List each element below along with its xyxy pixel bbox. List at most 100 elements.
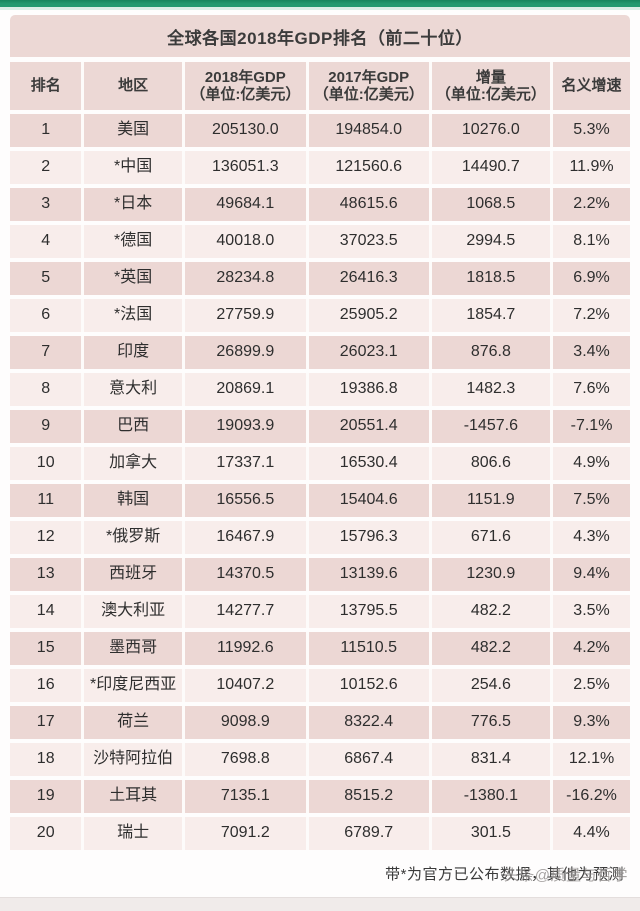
- region-cell: 荷兰: [84, 706, 185, 739]
- table-row: 6 *法国 27759.9 25905.2 1854.7 7.2%: [10, 299, 630, 332]
- delta-cell: -1457.6: [431, 410, 554, 443]
- growth-cell: 2.2%: [553, 188, 630, 221]
- delta-cell: 831.4: [431, 743, 554, 776]
- header-region-cell: 地区: [84, 62, 185, 110]
- region-cell: *英国: [84, 262, 185, 295]
- gdp2017-cell: 13139.6: [308, 558, 432, 591]
- growth-cell: 11.9%: [553, 151, 630, 184]
- table-row: 15 墨西哥 11992.6 11510.5 482.2 4.2%: [10, 632, 630, 665]
- region-cell: *法国: [84, 299, 185, 332]
- rank-cell: 16: [10, 669, 85, 702]
- gdp2017-cell: 13795.5: [308, 595, 432, 628]
- delta-cell: 10276.0: [431, 114, 554, 147]
- rank-cell: 14: [10, 595, 85, 628]
- gdp2018-cell: 16467.9: [184, 521, 309, 554]
- gdp2017-cell: 194854.0: [308, 114, 432, 147]
- region-cell: *德国: [84, 225, 185, 258]
- gdp2017-cell: 121560.6: [308, 151, 432, 184]
- rank-cell: 20: [10, 817, 85, 850]
- gdp2018-cell: 28234.8: [184, 262, 309, 295]
- gdp2017-cell: 26416.3: [308, 262, 432, 295]
- region-cell: 加拿大: [84, 447, 185, 480]
- gdp2017-cell: 25905.2: [308, 299, 432, 332]
- region-cell: *中国: [84, 151, 185, 184]
- gdp2017-cell: 6867.4: [308, 743, 432, 776]
- growth-cell: -7.1%: [553, 410, 630, 443]
- header-delta-cell: 增量 （单位:亿美元）: [431, 62, 554, 110]
- rank-cell: 6: [10, 299, 85, 332]
- header-gdp2017-cell: 2017年GDP （单位:亿美元）: [308, 62, 432, 110]
- rank-cell: 4: [10, 225, 85, 258]
- growth-cell: 5.3%: [553, 114, 630, 147]
- table-row: 7 印度 26899.9 26023.1 876.8 3.4%: [10, 336, 630, 369]
- gdp2018-cell: 10407.2: [184, 669, 309, 702]
- region-cell: 印度: [84, 336, 185, 369]
- gdp2018-cell: 14370.5: [184, 558, 309, 591]
- table-row: 10 加拿大 17337.1 16530.4 806.6 4.9%: [10, 447, 630, 480]
- table-title: 全球各国2018年GDP排名（前二十位）: [10, 15, 630, 57]
- region-cell: 意大利: [84, 373, 185, 406]
- delta-cell: 1482.3: [431, 373, 554, 406]
- rank-cell: 9: [10, 410, 85, 443]
- rank-cell: 17: [10, 706, 85, 739]
- region-cell: 巴西: [84, 410, 185, 443]
- rank-cell: 13: [10, 558, 85, 591]
- gdp2017-cell: 11510.5: [308, 632, 432, 665]
- footnote-row: 带*为官方已公布数据，其他为预测 头条@质量与哲学: [10, 850, 630, 894]
- gdp2018-cell: 26899.9: [184, 336, 309, 369]
- region-cell: *俄罗斯: [84, 521, 185, 554]
- rank-cell: 10: [10, 447, 85, 480]
- gdp2017-cell: 20551.4: [308, 410, 432, 443]
- delta-cell: 1068.5: [431, 188, 554, 221]
- rank-cell: 11: [10, 484, 85, 517]
- delta-cell: 1818.5: [431, 262, 554, 295]
- region-cell: *日本: [84, 188, 185, 221]
- gdp2017-cell: 6789.7: [308, 817, 432, 850]
- gdp2018-cell: 7698.8: [184, 743, 309, 776]
- watermark-text: 头条@质量与哲学: [503, 867, 628, 884]
- region-cell: 西班牙: [84, 558, 185, 591]
- delta-cell: 876.8: [431, 336, 554, 369]
- table-body: 1 美国 205130.0 194854.0 10276.0 5.3% 2 *中国 136051…: [10, 114, 630, 850]
- table-row: 12 *俄罗斯 16467.9 15796.3 671.6 4.3%: [10, 521, 630, 554]
- gdp2017-cell: 16530.4: [308, 447, 432, 480]
- table-row: 17 荷兰 9098.9 8322.4 776.5 9.3%: [10, 706, 630, 739]
- table-row: 16 *印度尼西亚 10407.2 10152.6 254.6 2.5%: [10, 669, 630, 702]
- delta-cell: -1380.1: [431, 780, 554, 813]
- gdp2017-cell: 15404.6: [308, 484, 432, 517]
- delta-cell: 806.6: [431, 447, 554, 480]
- rank-cell: 18: [10, 743, 85, 776]
- header-growth-cell: 名义增速: [553, 62, 630, 110]
- delta-cell: 2994.5: [431, 225, 554, 258]
- region-cell: *印度尼西亚: [84, 669, 185, 702]
- gdp2017-cell: 8322.4: [308, 706, 432, 739]
- gdp2018-cell: 40018.0: [184, 225, 309, 258]
- growth-cell: 6.9%: [553, 262, 630, 295]
- region-cell: 墨西哥: [84, 632, 185, 665]
- growth-cell: 7.6%: [553, 373, 630, 406]
- growth-cell: 7.2%: [553, 299, 630, 332]
- rank-cell: 1: [10, 114, 85, 147]
- growth-cell: 2.5%: [553, 669, 630, 702]
- table-row: 14 澳大利亚 14277.7 13795.5 482.2 3.5%: [10, 595, 630, 628]
- rank-cell: 7: [10, 336, 85, 369]
- table-row: 1 美国 205130.0 194854.0 10276.0 5.3%: [10, 114, 630, 147]
- delta-cell: 1854.7: [431, 299, 554, 332]
- delta-cell: 254.6: [431, 669, 554, 702]
- growth-cell: 8.1%: [553, 225, 630, 258]
- top-accent-bar: [0, 0, 640, 7]
- gdp2018-cell: 7091.2: [184, 817, 309, 850]
- table-row: 2 *中国 136051.3 121560.6 14490.7 11.9%: [10, 151, 630, 184]
- gdp2017-cell: 10152.6: [308, 669, 432, 702]
- rank-cell: 2: [10, 151, 85, 184]
- growth-cell: 7.5%: [553, 484, 630, 517]
- delta-cell: 671.6: [431, 521, 554, 554]
- growth-cell: 3.4%: [553, 336, 630, 369]
- table-row: 8 意大利 20869.1 19386.8 1482.3 7.6%: [10, 373, 630, 406]
- header-rank-cell: 排名: [10, 62, 85, 110]
- gdp2017-cell: 48615.6: [308, 188, 432, 221]
- region-cell: 韩国: [84, 484, 185, 517]
- table-row: 5 *英国 28234.8 26416.3 1818.5 6.9%: [10, 262, 630, 295]
- table-row: 9 巴西 19093.9 20551.4 -1457.6 -7.1%: [10, 410, 630, 443]
- region-cell: 土耳其: [84, 780, 185, 813]
